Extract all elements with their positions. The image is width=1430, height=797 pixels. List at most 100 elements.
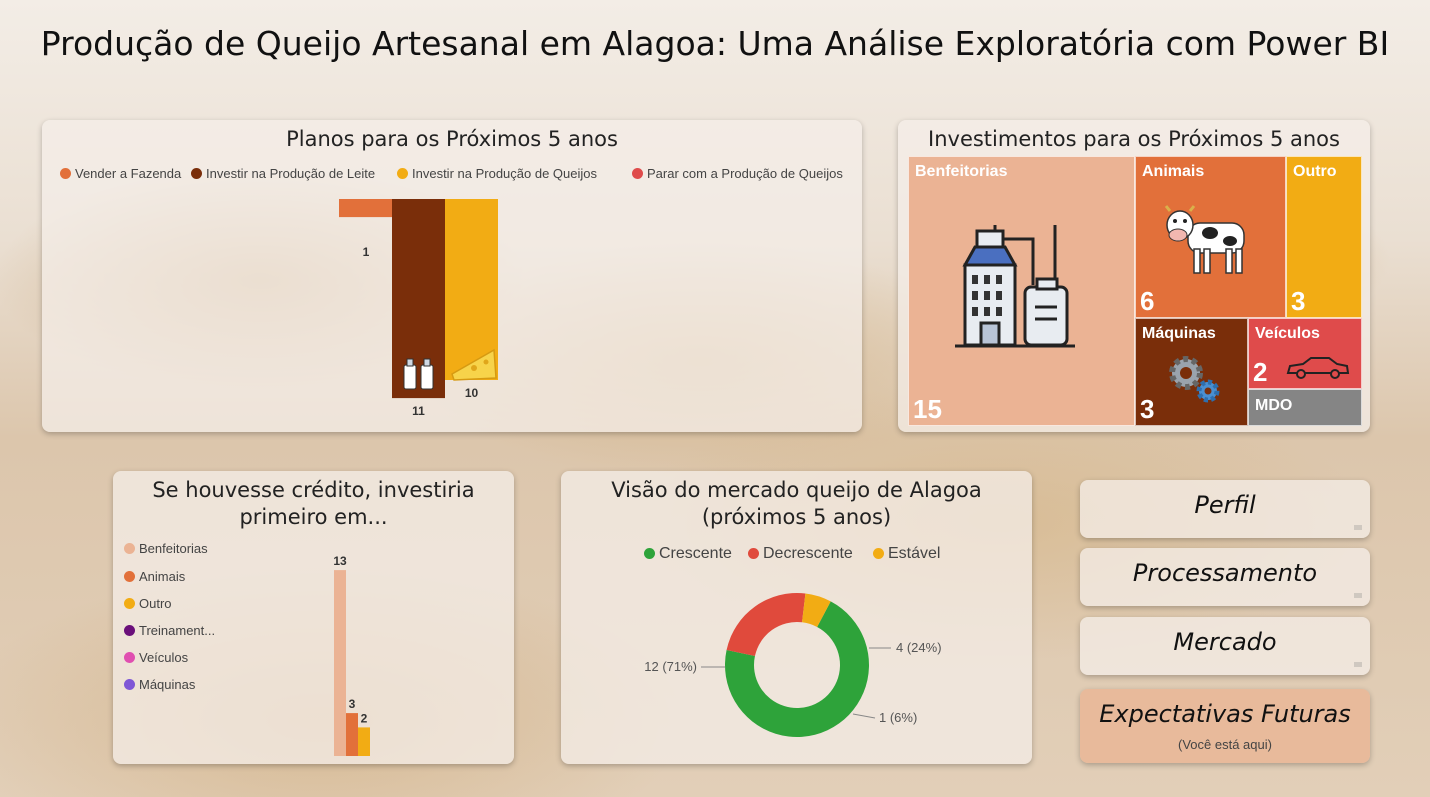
bar [392,199,445,399]
legend-dot [644,548,655,559]
legend-label: Crescente [659,545,732,562]
treemap-tile-animais[interactable]: Animais 6 [1135,156,1286,318]
tile-value: 3 [1140,394,1155,424]
milk-bottles-icon [403,358,434,390]
data-label: 1 (6%) [879,710,917,725]
legend-label: Treinament... [139,623,216,638]
nav-mercado-button[interactable]: Mercado [1080,617,1370,675]
data-label: 11 [412,404,425,418]
investments-treemap: Benfeitorias 15 [908,156,1362,426]
donut-slice [726,593,806,657]
tile-value: 2 [1253,357,1268,387]
tile-label: MDO [1255,397,1293,414]
plans-title: Planos para os Próximos 5 anos [286,127,618,151]
legend-label: Investir na Produção de Leite [206,166,376,181]
legend-item[interactable]: Vender a Fazenda [60,166,181,181]
cow-icon [1164,205,1245,274]
legend-label: Vender a Fazenda [75,166,182,181]
legend-dot [124,652,135,663]
bar [445,199,498,380]
legend-label: Máquinas [139,677,196,692]
legend-item[interactable]: Veículos [124,650,188,665]
data-label: 2 [361,711,368,725]
nav-label: Expectativas Futuras [1099,700,1351,728]
data-label: 1 [363,245,370,259]
bar [346,713,358,756]
data-label: 4 (24%) [896,640,942,655]
credit-title-line1: Se houvesse crédito, investiria [152,478,475,502]
legend-item[interactable]: Treinament... [124,623,215,638]
legend-item[interactable]: Parar com a Produção de Queijos [632,166,843,181]
corner-icon [1354,593,1362,598]
legend-label: Animais [139,569,186,584]
legend-item[interactable]: Máquinas [124,677,195,692]
legend-item[interactable]: Estável [873,545,940,563]
market-title-line2: (próximos 5 anos) [701,505,892,529]
plans-panel: Planos para os Próximos 5 anos Vender a … [42,120,862,432]
data-label: 3 [349,697,356,711]
legend-dot [60,168,71,179]
car-icon [1286,357,1350,379]
bar [358,727,370,756]
legend-label: Investir na Produção de Queijos [412,166,597,181]
legend-item[interactable]: Investir na Produção de Queijos [397,166,597,181]
gears-icon [1169,356,1220,403]
legend-dot [397,168,408,179]
credit-bar-chart: 13 32 [333,554,370,756]
corner-icon [1354,662,1362,667]
donut-slice [802,593,831,627]
legend-item[interactable]: Outro [124,596,172,611]
treemap-tile-benfeitorias[interactable]: Benfeitorias 15 [908,156,1135,426]
data-label: 12 (71%) [644,659,697,674]
nav-expectativas-button[interactable]: Expectativas Futuras (Você está aqui) [1080,689,1370,763]
legend-dot [124,625,135,636]
tile-value: 15 [913,394,942,424]
tile-label: Veículos [1255,325,1320,342]
treemap-tile-veiculos[interactable]: Veículos 2 [1248,318,1362,389]
legend-item[interactable]: Decrescente [748,545,853,563]
corner-icon [1354,525,1362,530]
tile-label: Animais [1142,163,1205,180]
tile-label: Máquinas [1142,325,1216,342]
nav-current-indicator: (Você está aqui) [1178,737,1272,752]
investments-panel: Investimentos para os Próximos 5 anos Be… [898,120,1370,432]
plans-legend: Vender a Fazenda Investir na Produção de… [60,166,860,184]
tile-label: Benfeitorias [915,163,1008,180]
nav-processamento-button[interactable]: Processamento [1080,548,1370,606]
legend-item[interactable]: Crescente [644,545,732,563]
credit-panel: Se houvesse crédito, investiria primeiro… [113,471,514,764]
investments-title: Investimentos para os Próximos 5 anos [928,127,1340,151]
tile-value: 3 [1291,286,1306,316]
legend-dot [748,548,759,559]
legend-item[interactable]: Animais [124,569,185,584]
tile-label: Outro [1293,163,1337,180]
bar [339,199,392,218]
nav-label: Processamento [1132,559,1318,587]
legend-label: Estável [888,545,941,562]
legend-dot [124,543,135,554]
legend-dot [632,168,643,179]
legend-item[interactable]: Benfeitorias [124,541,208,556]
donut-slice [725,601,869,737]
nav-perfil-button[interactable]: Perfil [1080,480,1370,538]
legend-dot [124,571,135,582]
nav-label: Perfil [1194,491,1256,519]
legend-dot [191,168,202,179]
factory-icon [955,225,1075,348]
page-title: Produção de Queijo Artesanal em Alagoa: … [40,24,1390,63]
treemap-tile-outro[interactable]: Outro 3 [1286,156,1362,318]
cheese-icon [451,348,497,381]
legend-dot [124,598,135,609]
bar [334,570,346,756]
treemap-tile-maquinas[interactable]: Máquinas 3 [1135,318,1248,426]
treemap-tile-mdo[interactable]: MDO [1248,389,1362,426]
legend-label: Decrescente [763,545,853,562]
leader-line [852,713,876,719]
credit-title-line2: primeiro em... [239,505,388,529]
data-label: 10 [465,386,479,400]
legend-label: Veículos [139,650,189,665]
legend-item[interactable]: Investir na Produção de Leite [191,166,375,181]
legend-label: Parar com a Produção de Queijos [647,166,843,181]
legend-label: Outro [139,596,172,611]
legend-dot [124,679,135,690]
